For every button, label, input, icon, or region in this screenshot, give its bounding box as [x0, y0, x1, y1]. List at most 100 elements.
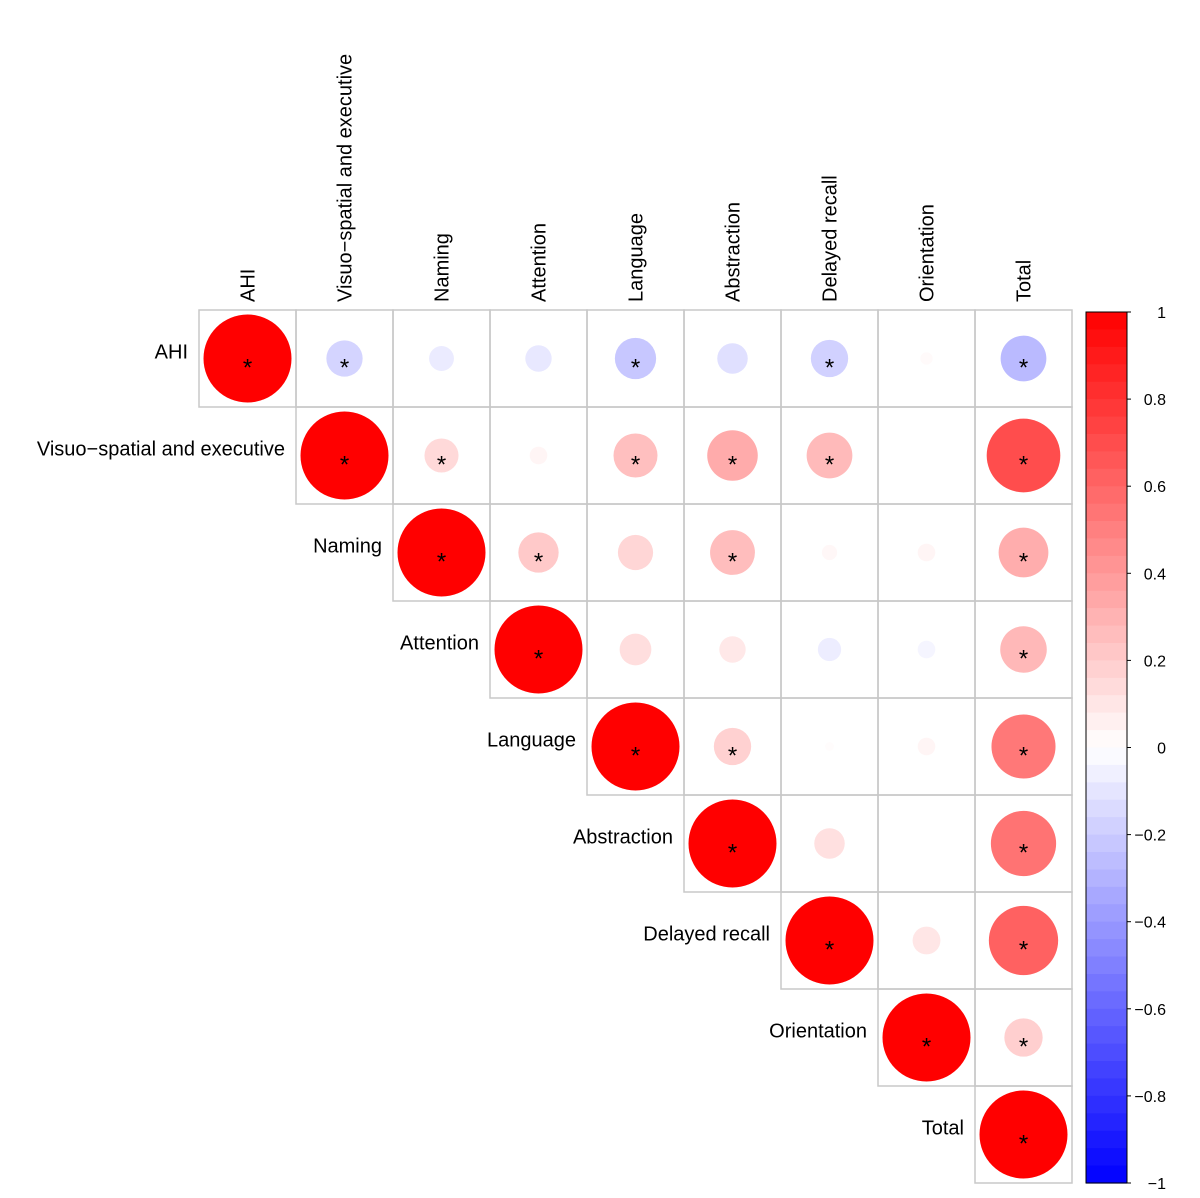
- colorbar-band: [1086, 747, 1127, 766]
- correlation-circle: [1000, 335, 1047, 382]
- row-label: Language: [487, 730, 576, 752]
- significance-star: *: [728, 840, 737, 867]
- colorbar-band: [1086, 608, 1127, 627]
- colorbar-band: [1086, 1026, 1127, 1045]
- significance-star: *: [825, 355, 834, 382]
- correlation-circle: [990, 810, 1057, 877]
- correlation-circle: [986, 418, 1061, 493]
- colorbar-band: [1086, 904, 1127, 923]
- colorbar-band: [1086, 973, 1127, 992]
- colorbar-band: [1086, 346, 1127, 365]
- significance-star: *: [1019, 1034, 1028, 1061]
- colorbar-tick-label: 0.8: [1144, 392, 1166, 409]
- correlation-circle: [806, 432, 853, 479]
- significance-star: *: [534, 646, 543, 673]
- colorbar-tick-label: −1: [1148, 1176, 1166, 1193]
- row-label: Delayed recall: [643, 924, 770, 946]
- correlation-circle: [429, 346, 454, 371]
- significance-star: *: [1019, 646, 1028, 673]
- correlation-circle: [326, 340, 363, 377]
- correlation-circle: [785, 896, 874, 985]
- colorbar-band: [1086, 869, 1127, 888]
- row-label: Visuo−spatial and executive: [37, 439, 285, 461]
- correlation-circle: [920, 352, 933, 365]
- significance-star: *: [1019, 840, 1028, 867]
- row-label: Orientation: [769, 1021, 867, 1043]
- correlation-circle: [613, 433, 658, 478]
- significance-star: *: [631, 452, 640, 479]
- correlation-circle: [998, 527, 1049, 578]
- colorbar-band: [1086, 1165, 1127, 1184]
- significance-star: *: [825, 452, 834, 479]
- correlation-circle: [991, 714, 1056, 779]
- correlation-circle: [719, 636, 746, 663]
- significance-star: *: [631, 743, 640, 770]
- colorbar-tick-label: 1: [1157, 305, 1166, 322]
- significance-star: *: [631, 355, 640, 382]
- correlation-circle: [821, 544, 838, 561]
- colorbar-band: [1086, 555, 1127, 574]
- colorbar-band: [1086, 817, 1127, 836]
- correlation-circle: [988, 905, 1059, 976]
- significance-star: *: [340, 452, 349, 479]
- colorbar-band: [1086, 1061, 1127, 1080]
- colorbar-band: [1086, 1113, 1127, 1132]
- circle-layer: [203, 314, 1068, 1179]
- colorbar-tick-label: −0.6: [1134, 1002, 1166, 1019]
- correlation-circle: [917, 640, 936, 659]
- colorbar-band: [1086, 538, 1127, 557]
- significance-star: *: [1019, 355, 1028, 382]
- significance-star: *: [728, 452, 737, 479]
- column-label: Delayed recall: [820, 175, 842, 302]
- colorbar-band: [1086, 399, 1127, 418]
- colorbar-band: [1086, 695, 1127, 714]
- colorbar-band: [1086, 416, 1127, 435]
- colorbar-band: [1086, 468, 1127, 487]
- correlation-circle: [917, 543, 936, 562]
- colorbar-tick-label: −0.2: [1134, 828, 1166, 845]
- correlation-circle: [525, 345, 552, 372]
- correlation-circle: [688, 799, 777, 888]
- colorbar-band: [1086, 886, 1127, 905]
- colorbar-band: [1086, 329, 1127, 348]
- colorbar-band: [1086, 712, 1127, 731]
- correlation-circle: [817, 637, 842, 662]
- colorbar-band: [1086, 503, 1127, 522]
- row-label: Attention: [400, 633, 479, 655]
- grid-cell: [877, 406, 976, 505]
- colorbar-band: [1086, 799, 1127, 818]
- grid-layer: [198, 309, 1073, 1184]
- significance-star: *: [922, 1034, 931, 1061]
- correlation-circle: [494, 605, 583, 694]
- colorbar-tick-label: 0.4: [1144, 566, 1166, 583]
- grid-cell: [974, 1085, 1073, 1184]
- colorbar-band: [1086, 764, 1127, 783]
- colorbar-band: [1086, 677, 1127, 696]
- column-label: Visuo−spatial and executive: [335, 54, 357, 302]
- correlation-circle: [710, 530, 755, 575]
- significance-star: *: [825, 937, 834, 964]
- colorbar-band: [1086, 660, 1127, 679]
- correlation-circle: [397, 508, 486, 597]
- correlation-circle: [518, 532, 559, 573]
- correlation-circle: [825, 742, 834, 751]
- colorbar-tick-label: −0.4: [1134, 915, 1166, 932]
- colorbar-band: [1086, 364, 1127, 383]
- colorbar-band: [1086, 852, 1127, 871]
- colorbar-tick-label: 0.2: [1144, 653, 1166, 670]
- row-label: AHI: [155, 342, 188, 364]
- colorbar-band: [1086, 956, 1127, 975]
- colorbar-tick-label: 0.6: [1144, 479, 1166, 496]
- colorbar-band: [1086, 486, 1127, 505]
- colorbar-band: [1086, 590, 1127, 609]
- colorbar-band: [1086, 834, 1127, 853]
- correlation-circle: [591, 702, 680, 791]
- significance-star: *: [437, 549, 446, 576]
- correlation-circle: [814, 828, 845, 859]
- colorbar-band: [1086, 991, 1127, 1010]
- significance-star: *: [1019, 452, 1028, 479]
- correlation-circle: [1000, 626, 1047, 673]
- correlation-circle: [300, 411, 389, 500]
- colorbar-band: [1086, 451, 1127, 470]
